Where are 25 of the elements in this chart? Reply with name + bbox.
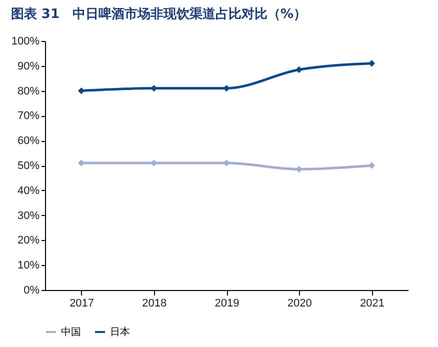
y-tick-label: 90%: [17, 60, 40, 72]
x-tick-label: 2017: [70, 298, 94, 310]
point: [368, 60, 376, 67]
point: [78, 87, 85, 94]
y-tick-label: 50%: [17, 160, 40, 172]
point: [223, 84, 230, 92]
y-tick-label: 70%: [17, 110, 40, 122]
x-tick-label: 2020: [287, 298, 312, 310]
y-tick-label: 20%: [17, 234, 40, 247]
y-tick-label: 40%: [17, 184, 40, 197]
y-tick-label: 0%: [24, 284, 40, 296]
x-tick-label: 2021: [360, 298, 384, 310]
chart-title: 图表 31 中日啤酒市场非现饮渠道占比对比（%）: [10, 6, 307, 22]
x-tick-label: 2019: [214, 298, 240, 310]
y-tick-label: 10%: [17, 260, 40, 272]
legend-label: 中国: [61, 326, 81, 338]
point: [296, 66, 302, 73]
y-tick-label: 80%: [17, 85, 40, 98]
y-tick-label: 100%: [11, 36, 40, 48]
y-tick-label: 60%: [17, 135, 40, 148]
point: [150, 160, 158, 166]
legend-label: 日本: [110, 326, 130, 338]
point: [223, 160, 230, 166]
y-tick-label: 30%: [17, 210, 40, 222]
x-tick-label: 2018: [142, 298, 167, 310]
